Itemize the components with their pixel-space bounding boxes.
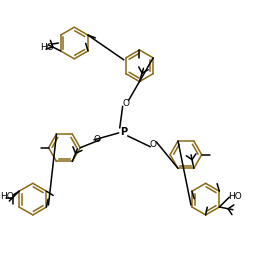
Text: P: P (120, 127, 127, 137)
Text: O: O (94, 135, 101, 144)
Text: O: O (122, 99, 129, 108)
Text: O: O (150, 140, 157, 149)
Text: HO: HO (229, 192, 242, 201)
Text: HO: HO (0, 192, 14, 201)
Text: HO: HO (40, 43, 54, 53)
